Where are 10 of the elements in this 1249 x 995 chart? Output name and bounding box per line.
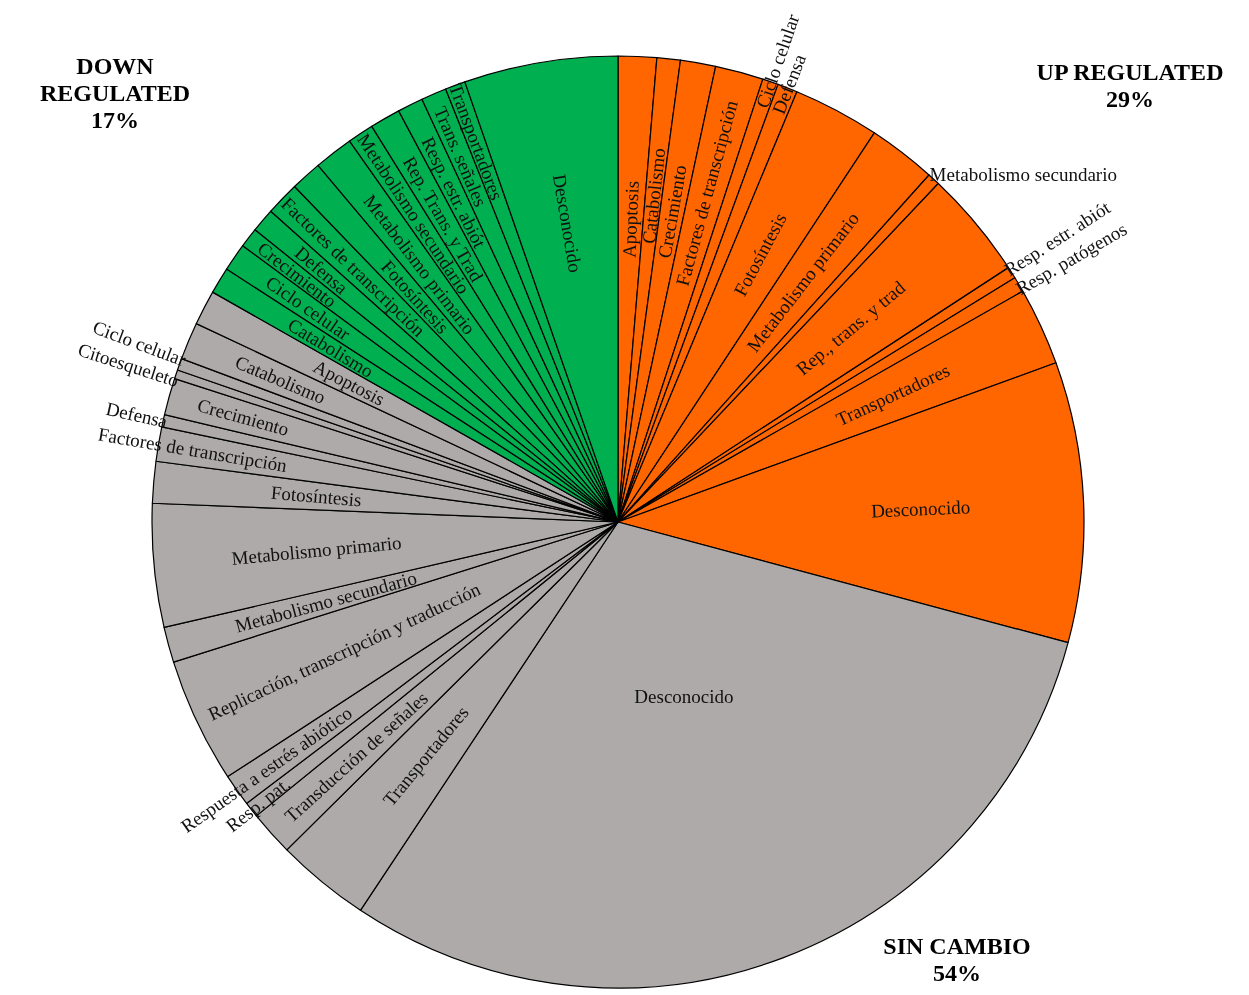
slice-label: Desconocido (634, 685, 734, 707)
text: DOWN REGULATED 17% (39, 52, 191, 133)
slice-label: Desconocido (548, 172, 587, 274)
slice-label: Desconocido (870, 496, 971, 522)
text: UP REGULATED 29% (1036, 58, 1224, 112)
slice-label: Apoptosis (618, 180, 643, 259)
slice-label: Metabolismo primario (230, 531, 403, 569)
slice-label: Fotosíntesis (270, 481, 363, 511)
slice-label: Metabolismo secundario (929, 163, 1117, 185)
text: SIN CAMBIO 54% (883, 932, 1031, 986)
